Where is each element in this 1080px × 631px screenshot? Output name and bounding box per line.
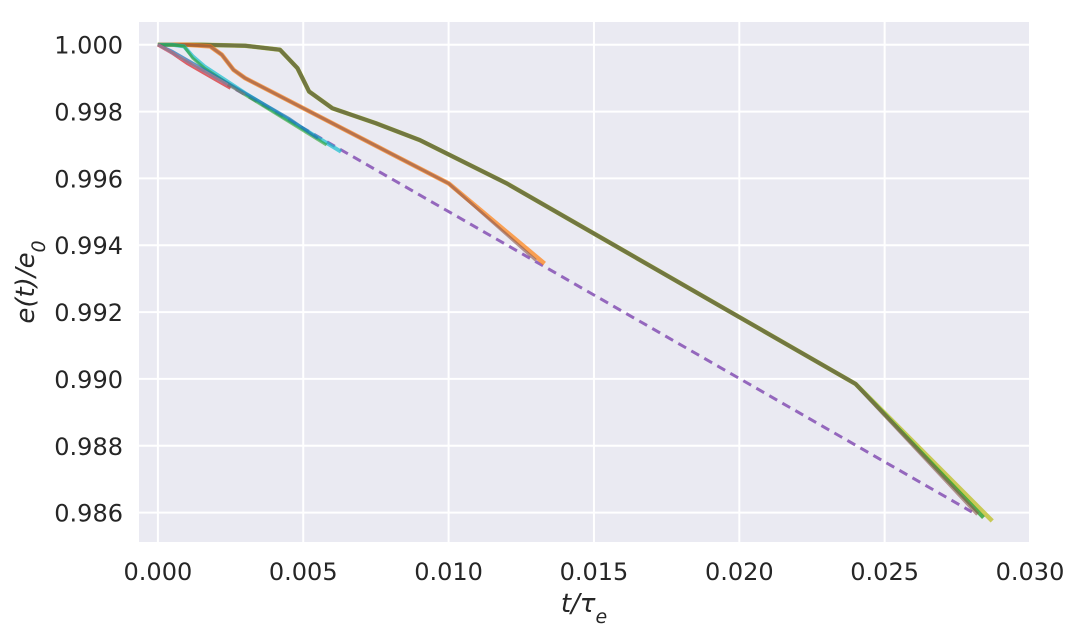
y-tick-label: 0.990 [54, 366, 123, 394]
y-tick-label: 0.994 [54, 232, 123, 260]
y-tick-label: 0.988 [54, 433, 123, 461]
x-tick-label: 0.010 [414, 558, 483, 586]
series-line-4 [157, 42, 980, 516]
x-tick-label: 0.020 [705, 558, 774, 586]
y-tick-label: 0.996 [54, 165, 123, 193]
y-tick-label: 0.992 [54, 299, 123, 327]
y-tick-label: 0.986 [54, 500, 123, 528]
plot-background [139, 22, 1030, 542]
x-tick-label: 0.005 [269, 558, 338, 586]
y-tick-label: 0.998 [54, 99, 123, 127]
y-tick-label: 1.000 [54, 32, 123, 60]
x-tick-label: 0.025 [850, 558, 919, 586]
x-axis-label: t/τe [561, 589, 607, 628]
series-line-6 [157, 43, 537, 262]
x-tick-label: 0.015 [560, 558, 629, 586]
series-line-12 [157, 43, 246, 96]
x-axis-ticks: 0.000 0.005 0.010 0.015 0.020 0.025 0.030 [124, 558, 1065, 586]
series-line-8 [157, 43, 328, 147]
gridlines [139, 22, 1031, 542]
y-axis-ticks: 0.986 0.988 0.990 0.992 0.994 0.996 0.998 1.000 [54, 32, 123, 528]
y-axis-label: e(t)/e0 [11, 240, 50, 323]
series-layer [157, 42, 994, 523]
x-tick-label: 0.000 [124, 558, 193, 586]
x-tick-label: 0.030 [996, 558, 1065, 586]
